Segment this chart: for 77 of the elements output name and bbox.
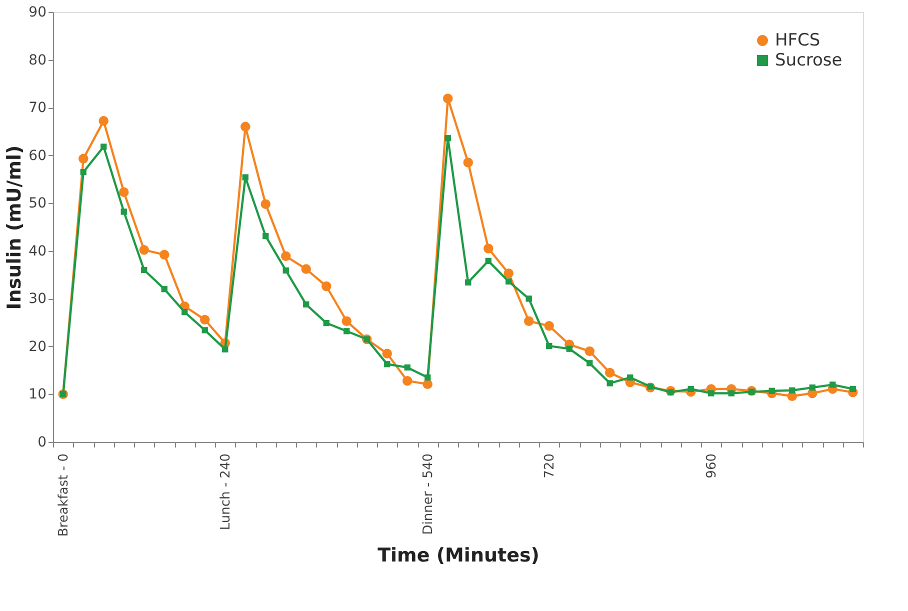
point: [161, 286, 168, 292]
y-tick-label: 70: [28, 100, 46, 116]
point: [384, 361, 390, 368]
y-tick-label: 60: [28, 148, 46, 164]
x-axis-title: Time (Minutes): [378, 544, 540, 567]
point: [78, 154, 88, 164]
point: [830, 382, 836, 388]
point: [566, 346, 572, 352]
point: [424, 374, 431, 381]
point: [281, 251, 291, 262]
point: [544, 321, 554, 331]
point: [524, 316, 534, 326]
point: [606, 380, 613, 386]
y-axis-title: Insulin (mU/ml): [4, 145, 26, 310]
point: [139, 245, 149, 255]
point: [404, 364, 410, 371]
point: [605, 368, 615, 378]
x-tick-label: Breakfast - 0: [56, 454, 72, 537]
point: [627, 374, 634, 381]
point: [80, 168, 86, 176]
point: [484, 244, 494, 254]
y-tick-label: 90: [28, 4, 46, 20]
x-tick-label: Lunch - 240: [218, 454, 234, 530]
point: [688, 386, 694, 392]
point: [120, 208, 127, 215]
point: [282, 267, 289, 274]
point: [303, 301, 310, 308]
point: [262, 232, 269, 240]
point: [323, 320, 330, 326]
point: [382, 348, 392, 358]
x-tick-label: 960: [704, 454, 720, 478]
point: [789, 387, 796, 394]
point: [260, 199, 270, 209]
point: [222, 346, 228, 352]
point: [708, 390, 714, 396]
point: [443, 94, 453, 104]
y-tick-label: 50: [28, 196, 46, 212]
point: [504, 268, 514, 278]
point: [182, 308, 188, 316]
point: [344, 328, 350, 334]
point: [584, 346, 594, 356]
point: [98, 116, 108, 126]
point: [422, 379, 432, 390]
x-tick-label: 720: [542, 454, 558, 478]
point: [728, 390, 734, 396]
y-tick-label: 40: [28, 243, 46, 260]
point: [160, 250, 170, 260]
point: [463, 158, 473, 168]
y-tick-label: 80: [28, 52, 46, 68]
legend-label: Sucrose: [775, 50, 842, 70]
y-tick-label: 20: [28, 338, 46, 355]
legend-label: HFCS: [775, 30, 820, 50]
point: [809, 384, 816, 391]
point: [342, 316, 352, 326]
point: [506, 278, 512, 285]
point: [240, 122, 250, 132]
point: [647, 383, 654, 390]
point: [444, 135, 451, 142]
point: [546, 342, 552, 350]
point: [526, 296, 532, 302]
point: [322, 281, 332, 292]
point: [100, 144, 107, 150]
y-tick-label: 0: [38, 434, 46, 450]
point: [301, 264, 311, 274]
point: [465, 279, 472, 286]
point: [242, 174, 248, 180]
point: [586, 360, 593, 366]
point: [850, 386, 856, 392]
x-tick-label: Dinner - 540: [421, 454, 436, 535]
point: [202, 327, 208, 334]
point: [141, 266, 148, 274]
point: [119, 187, 129, 197]
y-tick-label: 30: [28, 291, 46, 308]
point: [485, 258, 492, 264]
point: [402, 376, 412, 386]
point: [200, 314, 210, 325]
y-tick-label: 10: [28, 386, 46, 403]
